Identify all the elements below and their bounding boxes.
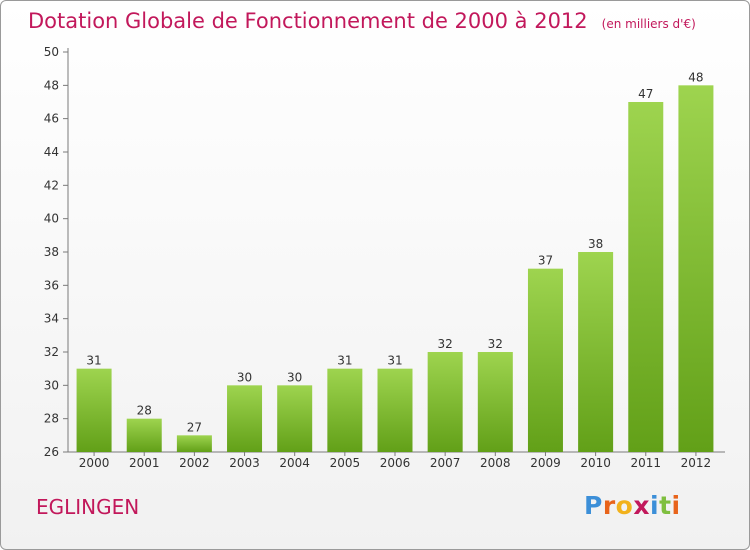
x-tick-label: 2000 [79,456,110,470]
x-tick-label: 2001 [129,456,160,470]
bar [578,252,614,452]
x-tick-label: 2006 [380,456,411,470]
bar-value-label: 32 [438,337,453,351]
y-tick-label: 38 [44,245,59,259]
bar-value-label: 37 [538,254,553,268]
bar-value-label: 31 [86,354,101,368]
bar [126,418,162,452]
y-tick-label: 44 [44,145,59,159]
chart-title-block: Dotation Globale de Fonctionnement de 20… [28,9,696,33]
bar-value-label: 30 [287,370,302,384]
x-tick-label: 2002 [179,456,210,470]
bar-value-label: 38 [588,237,603,251]
bar-value-label: 47 [638,87,653,101]
y-tick-label: 34 [44,312,59,326]
y-tick-label: 50 [44,45,59,59]
logo-letter: i [671,491,681,520]
bar [277,385,313,452]
bar [176,435,212,452]
y-tick-label: 32 [44,345,59,359]
bar-value-label: 32 [488,337,503,351]
y-tick-label: 48 [44,78,59,92]
y-tick-label: 26 [44,445,59,459]
y-tick-label: 28 [44,412,59,426]
x-tick-label: 2003 [229,456,260,470]
commune-name: EGLINGEN [36,495,140,519]
logo-letter: t [659,491,672,520]
y-tick-label: 40 [44,212,59,226]
bar [327,368,363,452]
y-tick-label: 30 [44,378,59,392]
y-tick-label: 46 [44,112,59,126]
x-tick-label: 2005 [330,456,361,470]
x-tick-label: 2008 [480,456,511,470]
x-tick-label: 2004 [279,456,310,470]
bar-value-label: 30 [237,370,252,384]
bar-value-label: 31 [387,354,402,368]
bar [678,85,714,452]
bar [628,102,664,452]
x-tick-label: 2010 [580,456,611,470]
bar [76,368,112,452]
x-tick-label: 2007 [430,456,461,470]
bar-value-label: 27 [187,420,202,434]
x-tick-label: 2012 [681,456,712,470]
chart-title: Dotation Globale de Fonctionnement de 20… [28,9,588,33]
logo-letter: r [602,491,616,520]
bar [377,368,413,452]
bar-value-label: 28 [137,404,152,418]
y-tick-label: 36 [44,278,59,292]
logo-letter: o [615,491,634,520]
y-tick-label: 42 [44,178,59,192]
bar [427,352,463,452]
bar-value-label: 48 [688,70,703,84]
logo-letter: x [633,491,650,520]
proxiti-logo: Proxiti [584,491,681,520]
logo-letter: i [650,491,660,520]
chart-subtitle: (en milliers d'€) [601,17,696,31]
bar [477,352,513,452]
x-tick-label: 2009 [530,456,561,470]
bar [227,385,263,452]
x-tick-label: 2011 [630,456,661,470]
logo-letter: P [584,491,603,520]
bar [527,268,563,452]
bar-value-label: 31 [337,354,352,368]
